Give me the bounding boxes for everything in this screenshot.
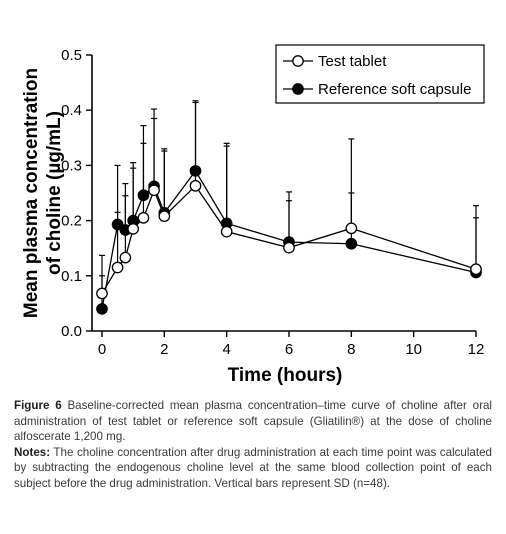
legend-label-2: Reference soft capsule xyxy=(318,81,471,98)
x-axis-label: Time (hours) xyxy=(228,365,343,386)
reference-capsule-point xyxy=(189,165,202,177)
legend-box xyxy=(275,44,485,104)
error-bars xyxy=(99,100,479,309)
figure-text: Baseline-corrected mean plasma concentra… xyxy=(14,399,492,444)
figure-caption: Figure 6 Baseline-corrected mean plasma … xyxy=(14,398,492,492)
legend-marker-2 xyxy=(292,83,304,95)
reference-capsule-point xyxy=(137,189,150,202)
x-tick-label: 4 xyxy=(222,341,230,358)
x-tick-label: 12 xyxy=(468,341,485,358)
notes-text: The choline concentration after drug adm… xyxy=(14,445,492,490)
test-tablet-point xyxy=(137,211,150,224)
figure-caption-paragraph: Figure 6 Baseline-corrected mean plasma … xyxy=(14,398,492,445)
reference-capsule-point xyxy=(111,218,124,231)
y-axis-label-line1: Mean plasma concentration xyxy=(21,68,42,318)
test-tablet-point xyxy=(127,223,140,235)
test-tablet-point xyxy=(220,225,233,238)
reference-capsule-point xyxy=(345,237,358,250)
legend-marker-1 xyxy=(292,55,304,67)
y-tick-label: 0.1 xyxy=(61,268,82,285)
test-tablet-point xyxy=(148,184,160,197)
legend-label-1: Test tablet xyxy=(318,53,387,70)
test-tablet-point xyxy=(96,287,108,300)
y-tick-label: 0.5 xyxy=(61,47,82,64)
test-tablet-point xyxy=(345,222,358,235)
notes-paragraph: Notes: The choline concentration after d… xyxy=(14,445,492,492)
y-tick-label: 0.3 xyxy=(61,157,82,174)
x-tick-label: 2 xyxy=(160,341,168,358)
figure-label: Figure 6 xyxy=(14,399,62,412)
y-tick-label: 0.0 xyxy=(61,323,82,340)
test-tablet-point xyxy=(283,241,295,254)
series-points xyxy=(96,165,482,315)
test-tablet-point xyxy=(189,179,202,192)
test-tablet-point xyxy=(470,263,482,276)
x-tick-label: 0 xyxy=(98,341,106,358)
legend: Test tablet Reference soft capsule xyxy=(275,44,485,104)
y-tick-label: 0.4 xyxy=(61,102,82,119)
reference-capsule-point xyxy=(96,303,108,315)
test-tablet-point xyxy=(119,251,132,264)
y-axis-label-line2: of choline (µg/mL) xyxy=(44,111,65,275)
axes: 0 2 4 6 8 10 12 0.0 0.1 0.2 0.3 0.4 0.5 Time (hours) xyxy=(61,47,484,386)
x-tick-label: 8 xyxy=(347,341,355,358)
notes-label: Notes: xyxy=(14,445,51,459)
y-axis-label: Mean plasma concentration of choline (µg/… xyxy=(21,68,65,318)
plasma-choline-chart: Mean plasma concentration of choline (µg/… xyxy=(21,44,485,386)
x-tick-label: 6 xyxy=(285,341,293,358)
y-tick-label: 0.2 xyxy=(61,213,82,230)
test-tablet-point xyxy=(158,210,171,223)
x-tick-label: 10 xyxy=(405,341,422,358)
test-tablet-point xyxy=(111,261,124,274)
